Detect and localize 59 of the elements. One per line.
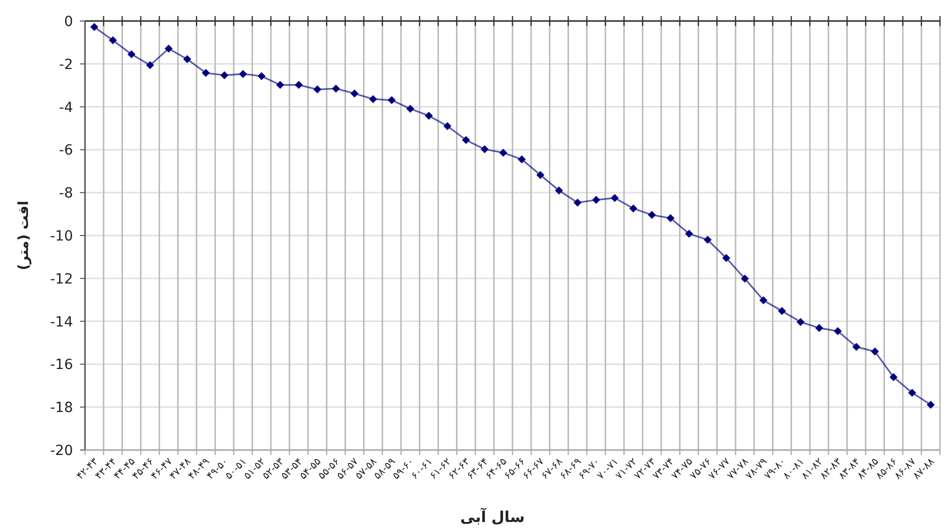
- point: [518, 155, 526, 164]
- y-tick-label: -6: [59, 142, 74, 159]
- point: [852, 342, 860, 351]
- x-axis-title: سال آبی: [460, 507, 525, 526]
- point: [740, 274, 749, 283]
- point: [592, 196, 600, 204]
- point: [258, 72, 266, 80]
- point: [796, 318, 805, 326]
- point: [648, 210, 656, 219]
- point: [890, 373, 898, 382]
- point: [424, 112, 433, 120]
- point: [313, 85, 322, 94]
- y-tick-label: -4: [59, 100, 74, 116]
- point: [127, 50, 136, 58]
- y-tick-label: -12: [50, 271, 73, 288]
- point: [834, 327, 842, 336]
- point: [629, 204, 638, 212]
- point: [870, 348, 879, 356]
- point: [164, 44, 173, 53]
- y-tick-label: -14: [50, 314, 74, 330]
- y-tick-label: -2: [59, 56, 73, 73]
- point: [443, 122, 452, 130]
- point: [685, 230, 694, 238]
- point: [610, 194, 619, 202]
- point: [294, 80, 303, 89]
- point: [462, 136, 470, 144]
- point: [202, 68, 210, 77]
- point: [108, 36, 117, 44]
- point: [90, 23, 98, 32]
- point: [666, 214, 674, 222]
- point: [926, 400, 935, 409]
- y-axis-title: افت (متر): [16, 200, 32, 270]
- point: [146, 61, 154, 70]
- point: [276, 80, 284, 89]
- y-tick-label: -20: [50, 443, 73, 459]
- point: [574, 198, 582, 207]
- y-tick-label: -18: [50, 400, 73, 416]
- point: [815, 324, 824, 332]
- y-tick-label: -10: [50, 228, 73, 244]
- point: [722, 254, 730, 262]
- point: [350, 90, 359, 98]
- point: [332, 84, 340, 93]
- point: [778, 307, 786, 316]
- y-tick-label: -16: [50, 357, 74, 374]
- point: [759, 296, 768, 304]
- point: [499, 148, 508, 157]
- point: [480, 145, 489, 154]
- y-tick-label: 0: [64, 14, 73, 30]
- point: [406, 104, 414, 113]
- point: [704, 236, 712, 244]
- point: [536, 171, 544, 180]
- point: [183, 55, 192, 64]
- y-tick-label: -8: [59, 186, 73, 202]
- point: [238, 70, 247, 78]
- point: [554, 186, 563, 194]
- point: [369, 95, 378, 104]
- point: [908, 388, 916, 397]
- point: [388, 96, 396, 104]
- point: [220, 71, 228, 80]
